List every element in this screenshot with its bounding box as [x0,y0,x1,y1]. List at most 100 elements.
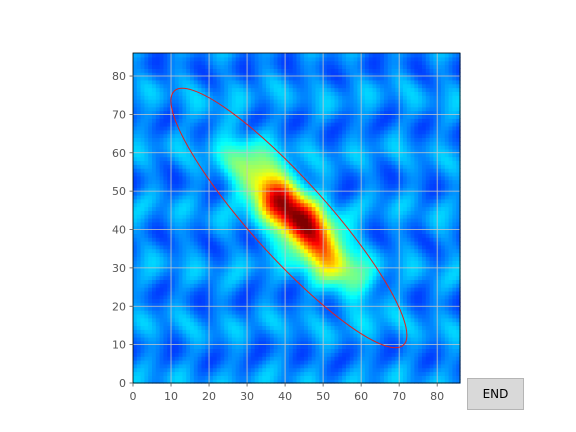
heatmap-cell [387,279,393,284]
heatmap-cell [357,294,362,300]
heatmap-cell [193,287,199,292]
heatmap-cell [353,294,358,300]
heatmap-cell [288,175,294,181]
heatmap-cell [224,183,229,188]
heatmap-cell [319,168,324,173]
heatmap-cell [387,329,393,334]
heatmap-cell [136,175,142,181]
heatmap-cell [372,290,377,296]
heatmap-cell [220,333,225,338]
heatmap-cell [228,379,233,384]
heatmap-cell [440,248,446,254]
heatmap-cell [209,359,214,365]
heatmap-cell [364,187,370,192]
heatmap-cell [399,187,404,192]
heatmap-cell [250,279,256,284]
heatmap-cell [193,367,199,373]
heatmap-cell [383,290,389,296]
heatmap-cell [133,241,138,246]
heatmap-cell [273,202,279,208]
heatmap-cell [288,283,294,288]
heatmap-cell [448,321,453,327]
heatmap-cell [277,340,282,346]
heatmap-cell [167,348,172,353]
heatmap-cell [159,206,165,211]
heatmap-cell [421,194,427,200]
heatmap-cell [205,225,210,231]
heatmap-cell [342,298,347,304]
heatmap-cell [155,237,161,242]
heatmap-cell [361,252,366,257]
heatmap-cell [224,252,229,257]
heatmap-cell [250,175,256,181]
heatmap-cell [425,344,431,350]
heatmap-cell [152,348,157,353]
heatmap-cell [307,237,313,242]
heatmap-cell [273,214,279,219]
heatmap-cell [311,206,317,211]
heatmap-cell [235,248,241,254]
heatmap-cell [437,218,442,223]
heatmap-cell [247,321,252,327]
heatmap-cell [148,164,153,169]
heatmap-cell [273,164,279,169]
heatmap-cell [448,175,453,181]
heatmap-cell [414,241,419,246]
heatmap-cell [254,356,260,361]
heatmap-cell [421,375,427,380]
heatmap-cell [357,244,362,250]
heatmap-cell [182,175,187,181]
heatmap-cell [281,179,286,185]
heatmap-cell [285,336,290,342]
heatmap-cell [148,202,153,208]
heatmap-cell [395,218,400,223]
heatmap-cell [239,252,244,257]
heatmap-cell [167,329,172,334]
heatmap-cell [372,210,377,215]
heatmap-cell [448,333,453,338]
heatmap-cell [216,306,222,311]
heatmap-cell [292,352,298,357]
heatmap-cell [167,241,172,246]
heatmap-cell [205,233,210,238]
heatmap-cell [247,363,252,369]
heatmap-cell [300,179,305,185]
heatmap-cell [395,352,400,357]
heatmap-cell [315,367,320,373]
heatmap-cell [235,171,241,177]
heatmap-cell [330,367,336,373]
heatmap-cell [155,229,161,234]
heatmap-cell [133,348,138,353]
heatmap-cell [410,283,415,288]
heatmap-cell [148,379,153,384]
heatmap-cell [174,229,180,234]
heatmap-cell [300,371,305,376]
heatmap-cell [266,283,271,288]
heatmap-cell [326,187,332,192]
heatmap-cell [281,294,286,300]
heatmap-cell [353,352,358,357]
heatmap-cell [349,187,355,192]
heatmap-cell [402,194,408,200]
heatmap-cell [148,348,153,353]
heatmap-cell [186,210,191,215]
heatmap-cell [319,367,324,373]
heatmap-cell [136,359,142,365]
heatmap-cell [212,279,218,284]
heatmap-cell [391,302,396,307]
heatmap-cell [148,367,153,373]
heatmap-cell [338,352,343,357]
heatmap-cell [410,191,415,196]
heatmap-cell [152,325,157,330]
heatmap-cell [410,164,415,169]
heatmap-cell [258,290,263,296]
heatmap-cell [307,367,313,373]
heatmap-cell [345,283,351,288]
heatmap-cell [296,237,301,242]
heatmap-cell [167,363,172,369]
heatmap-cell [228,363,233,369]
heatmap-cell [414,221,419,227]
heatmap-cell [254,267,260,273]
heatmap-cell [235,348,241,353]
heatmap-cell [364,229,370,234]
